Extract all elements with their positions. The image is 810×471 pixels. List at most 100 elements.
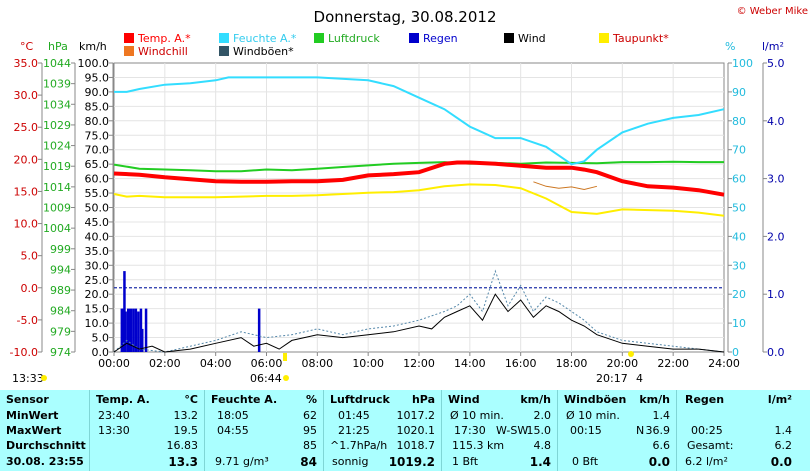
rain-unit-label: l/m² <box>762 40 784 53</box>
legend-label-humidity: Feuchte A.* <box>233 32 297 45</box>
rain-max-time: 00:25 <box>691 424 723 437</box>
temp-tick-label: 10.0 <box>14 218 39 231</box>
rain-bars <box>120 271 261 352</box>
pressure-tick-label: 1034 <box>43 98 71 111</box>
pressure-unit: hPa <box>411 393 435 406</box>
legend-swatch-temp <box>124 33 134 43</box>
humidity-max-time: 04:55 <box>217 424 249 437</box>
gusts-max-dir: N <box>636 424 645 437</box>
pressure-trend: ^1.7hPa/h <box>330 439 388 452</box>
pressure-tick-label: 1019 <box>43 160 71 173</box>
gusts-current-val: 0.0 <box>648 455 670 469</box>
legend-swatch-gusts <box>219 46 229 56</box>
pressure-axis-ticks: 1044 1039 1034 1029 1024 1019 1014 1009 1004 999 9… <box>43 57 75 359</box>
col-temp: Temp. A. °C 23:40 13.2 13:30 19.5 16.83 … <box>90 390 205 471</box>
wind-tick-label: 85.0 <box>85 100 110 113</box>
humidity-avg-val: 85 <box>303 439 317 452</box>
x-tick-label: 16:00 <box>505 357 537 370</box>
wind-tick-label: 35.0 <box>85 245 110 258</box>
humidity-header: Feuchte A. <box>211 393 278 406</box>
humidity-tick-label: 0 <box>732 346 739 359</box>
wind-max-time: 17:30 <box>454 424 486 437</box>
wind-tick-label: 60.0 <box>85 173 110 186</box>
pressure-max-val: 1020.1 <box>396 424 436 437</box>
sensor-current: 30.08. 23:55 <box>6 455 84 468</box>
sunrise-dot <box>283 375 289 381</box>
legend-swatch-humidity <box>219 33 229 43</box>
wind-tick-label: 80.0 <box>85 115 110 128</box>
humidity-unit: % <box>305 393 317 406</box>
gusts-avg-val: 6.6 <box>652 439 671 452</box>
rain-bar <box>132 308 135 352</box>
temp-tick-label: 35.0 <box>14 57 39 70</box>
rain-tick-label: 1.0 <box>767 288 785 301</box>
pressure-avg-val: 1018.7 <box>396 439 436 452</box>
x-tick-label: 02:00 <box>149 357 181 370</box>
humidity-tick-label: 70 <box>732 144 746 157</box>
wind-avg10-val: 2.0 <box>533 409 552 422</box>
legend-label-windchill: Windchill <box>138 45 188 58</box>
rain-tick-label: 4.0 <box>767 115 785 128</box>
col-humidity: Feuchte A. % 18:05 62 04:55 95 85 9.71 g… <box>205 390 324 471</box>
time-axis-ticks: 00:00 02:00 04:00 06:00 08:00 10:00 12:00 14:00… <box>98 352 740 370</box>
humidity-current-val: 84 <box>300 455 317 469</box>
rain-tick-label: 0.0 <box>767 346 785 359</box>
rain-unit: l/m² <box>767 393 792 406</box>
pressure-line <box>113 160 724 173</box>
gusts-avg10-val: 1.4 <box>652 409 671 422</box>
wind-tick-label: 30.0 <box>85 259 110 272</box>
humidity-tick-label: 50 <box>732 202 746 215</box>
gridlines <box>114 63 724 352</box>
rain-bar <box>137 311 140 352</box>
wind-tick-label: 90.0 <box>85 86 110 99</box>
humidity-tick-label: 60 <box>732 173 746 186</box>
humidity-min-val: 62 <box>303 409 317 422</box>
rain-tick-label: 2.0 <box>767 230 785 243</box>
rain-bar <box>120 308 124 352</box>
rain-bar <box>124 311 127 352</box>
wind-tick-label: 70.0 <box>85 144 110 157</box>
col-pressure: Luftdruck hPa 01:45 1017.2 21:25 1020.1 … <box>324 390 442 471</box>
humidity-line <box>114 76 725 166</box>
x-tick-label: 00:00 <box>98 357 130 370</box>
rain-tick-label: 5.0 <box>767 57 785 70</box>
humidity-max-val: 95 <box>303 424 317 437</box>
wind-unit-label: km/h <box>79 40 107 53</box>
legend-swatch-dewpoint <box>599 33 609 43</box>
wind-header: Wind <box>448 393 480 406</box>
wind-tick-label: 55.0 <box>85 187 110 200</box>
gusts-unit: km/h <box>639 393 670 406</box>
rain-bar <box>139 308 143 352</box>
col-sensor: Sensor MinWert MaxWert Durchschnitt 30.0… <box>0 390 90 471</box>
temp-axis-ticks: 35.0 30.0 25.0 20.0 15.0 10.0 5.0 0.0 -5.0 -10.0 <box>10 57 42 359</box>
rain-bar <box>144 308 148 352</box>
temp-tick-label: 5.0 <box>21 250 39 263</box>
rain-current-val: 0.0 <box>770 455 792 469</box>
gusts-line <box>113 269 725 353</box>
legend-label-temp: Temp. A.* <box>137 32 191 45</box>
pressure-tick-label: 1029 <box>43 119 71 132</box>
rain-total-val: 6.2 <box>774 439 793 452</box>
rain-bar <box>129 308 132 352</box>
sensor-header: Sensor <box>6 393 49 406</box>
pressure-tick-label: 1039 <box>43 78 71 91</box>
temp-unit: °C <box>184 393 198 406</box>
windchill-line <box>533 181 598 191</box>
rain-tick-label: 3.0 <box>767 173 785 186</box>
temp-avg-val: 16.83 <box>166 439 199 452</box>
x-tick-label: 14:00 <box>454 357 486 370</box>
temp-tick-label: 25.0 <box>14 121 39 134</box>
wind-avg-val: 4.8 <box>533 439 552 452</box>
pressure-tick-label: 994 <box>50 263 71 276</box>
rain-bar <box>121 308 125 352</box>
pressure-tick-label: 984 <box>50 305 71 318</box>
legend-swatch-rain <box>409 33 419 43</box>
temp-tick-label: 20.0 <box>14 153 39 166</box>
wind-distance: 115.3 km <box>452 439 505 452</box>
temp-unit-label: °C <box>20 40 34 53</box>
sunrise-label: 06:44 <box>250 372 282 385</box>
sensor-avg: Durchschnitt <box>6 439 86 452</box>
credit-label: © Weber Mike <box>737 6 808 17</box>
col-wind: Wind km/h Ø 10 min. 2.0 17:30 W-SW 15.0 … <box>442 390 558 471</box>
temp-tick-label: -10.0 <box>10 346 38 359</box>
